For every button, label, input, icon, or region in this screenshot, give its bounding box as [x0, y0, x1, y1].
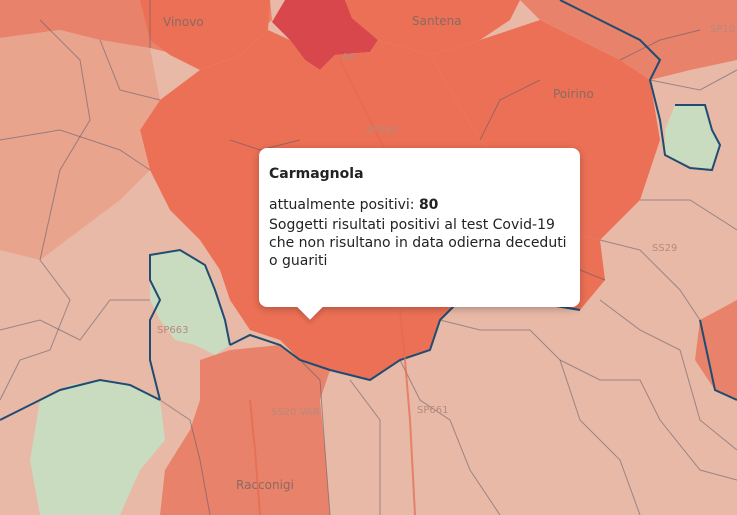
popup-description: Soggetti risultati positivi al test Covi…	[269, 217, 567, 269]
road-label-sp661: SP661	[417, 405, 448, 416]
region-poirino[interactable]	[430, 20, 660, 240]
region-green-right[interactable]	[665, 105, 720, 170]
place-label-racconigi: Racconigi	[236, 478, 294, 492]
region-dark-red[interactable]	[272, 0, 378, 70]
road-label-ss20var: SS20 VAR	[271, 407, 320, 418]
region-left[interactable]	[0, 30, 160, 260]
popup-metric-label: attualmente positivi:	[269, 197, 415, 213]
region-right-red[interactable]	[695, 300, 737, 400]
place-label-vinovo: Vinovo	[163, 15, 204, 29]
popup-metric-value: 80	[418, 197, 439, 213]
info-popup: Carmagnola attualmente positivi: 80 Sogg…	[259, 148, 580, 320]
region-top-right[interactable]	[520, 0, 737, 80]
region-green-middle[interactable]	[150, 250, 230, 355]
region-santena[interactable]	[345, 0, 520, 55]
road-label-a6: A6	[342, 52, 355, 63]
popup-title: Carmagnola	[269, 166, 364, 182]
region-vinovo[interactable]	[140, 0, 270, 70]
road-label-sp393: SP393	[366, 125, 397, 136]
popup-metric: attualmente positivi: 80	[269, 196, 570, 214]
road-label-sp663: SP663	[157, 325, 188, 336]
place-label-santena: Santena	[412, 14, 462, 28]
road-label-ss29: SS29	[652, 243, 677, 254]
region-green-left[interactable]	[30, 380, 165, 515]
place-label-poirino: Poirino	[553, 87, 594, 101]
road-label-sp10: SP10	[710, 24, 735, 35]
